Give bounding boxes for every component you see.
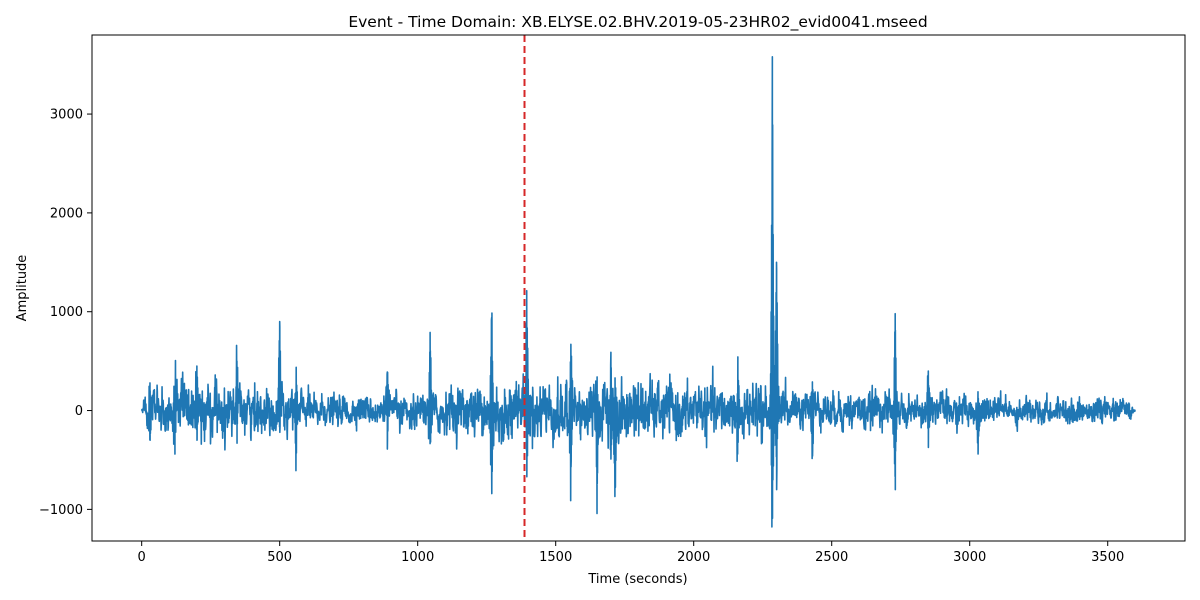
x-axis-label: Time (seconds) (587, 572, 687, 587)
y-tick-label: 0 (75, 404, 83, 419)
x-tick-label: 1500 (539, 550, 572, 565)
x-tick-label: 0 (138, 550, 146, 565)
plot-background (92, 35, 1185, 541)
y-tick-label: 1000 (50, 305, 83, 320)
x-tick-label: 3500 (1091, 550, 1124, 565)
x-tick-label: 1000 (401, 550, 434, 565)
y-tick-label: −1000 (39, 503, 83, 518)
x-tick-label: 500 (267, 550, 292, 565)
plot-frame (91, 34, 1186, 542)
x-tick-label: 3000 (953, 550, 986, 565)
waveform-line (140, 55, 1136, 528)
plot-area (91, 34, 1186, 542)
y-tick-label: 3000 (50, 108, 83, 123)
y-axis-label: Amplitude (15, 255, 30, 322)
y-axis: −1000 0 1000 2000 3000 (39, 108, 92, 518)
y-tick-label: 2000 (50, 206, 83, 221)
series-group (140, 55, 1136, 528)
chart-title: Event - Time Domain: XB.ELYSE.02.BHV.201… (348, 13, 927, 32)
x-tick-label: 2500 (815, 550, 848, 565)
x-axis: 0 500 1000 1500 2000 2500 3000 3500 (138, 541, 1124, 565)
x-tick-label: 2000 (677, 550, 710, 565)
